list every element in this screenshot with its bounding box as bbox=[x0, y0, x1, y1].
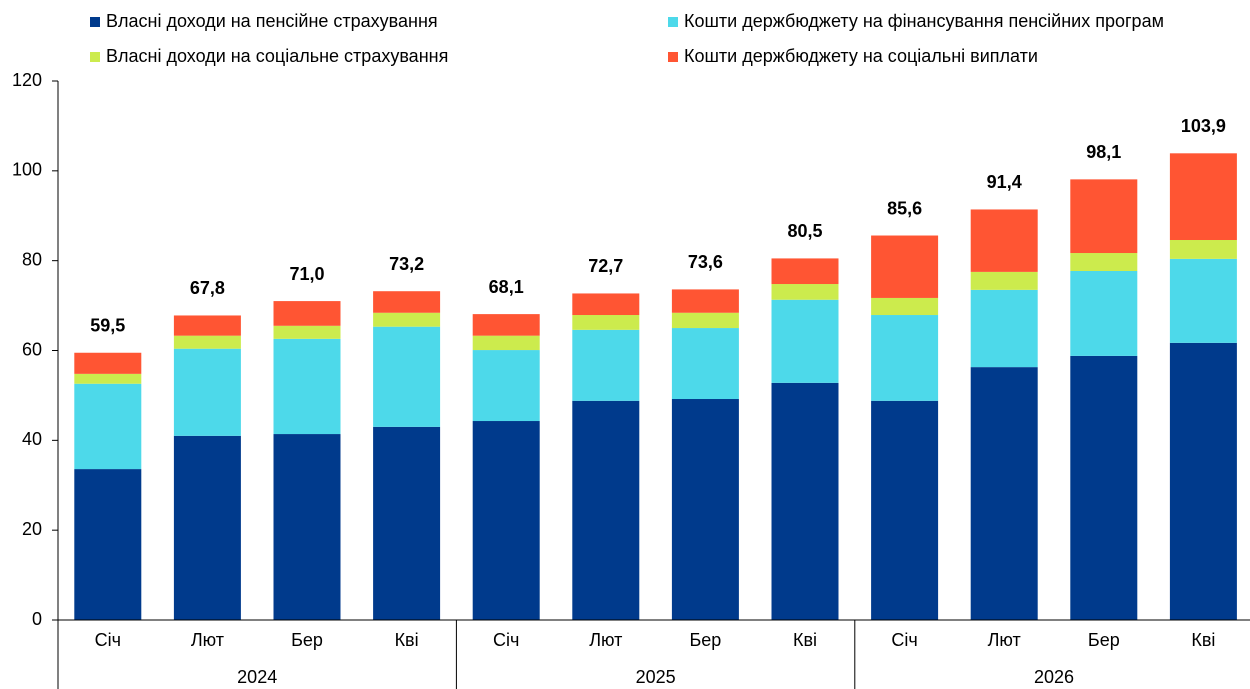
y-tick-label: 40 bbox=[22, 429, 42, 449]
bar-segment bbox=[871, 297, 939, 316]
y-tick-label: 80 bbox=[22, 249, 42, 269]
bar-segment bbox=[373, 326, 441, 427]
bar-segment bbox=[970, 209, 1038, 272]
legend-swatch bbox=[90, 17, 100, 27]
bar-segment bbox=[572, 293, 640, 316]
bar-segment bbox=[472, 421, 540, 620]
legend-label: Власні доходи на пенсійне страхування bbox=[106, 11, 438, 31]
total-label: 73,6 bbox=[688, 252, 723, 272]
total-label: 67,8 bbox=[190, 278, 225, 298]
bar-segment bbox=[1169, 240, 1237, 259]
x-group-label: 2025 bbox=[636, 667, 676, 687]
bar-segment bbox=[74, 352, 142, 374]
x-tick-label: Січ bbox=[891, 630, 917, 650]
x-tick-label: Січ bbox=[493, 630, 519, 650]
bar-segment bbox=[1169, 258, 1237, 343]
bar-segment bbox=[173, 335, 241, 349]
x-group-label: 2024 bbox=[237, 667, 277, 687]
legend-swatch bbox=[668, 17, 678, 27]
total-label: 98,1 bbox=[1086, 142, 1121, 162]
bar-segment bbox=[1070, 270, 1138, 356]
bar-segment bbox=[472, 314, 540, 336]
bar-segment bbox=[1070, 179, 1138, 254]
bar-segment bbox=[771, 258, 839, 285]
x-tick-label: Бер bbox=[689, 630, 721, 650]
total-label: 80,5 bbox=[787, 221, 822, 241]
x-tick-label: Кві bbox=[793, 630, 817, 650]
bar-segment bbox=[671, 289, 739, 313]
x-tick-label: Лют bbox=[589, 630, 622, 650]
bar-segment bbox=[671, 399, 739, 620]
total-label: 68,1 bbox=[489, 277, 524, 297]
bar-segment bbox=[572, 400, 640, 620]
x-tick-label: Лют bbox=[988, 630, 1021, 650]
bar-segment bbox=[273, 338, 341, 435]
bar-segment bbox=[373, 426, 441, 620]
x-tick-label: Лют bbox=[191, 630, 224, 650]
bar-segment bbox=[173, 348, 241, 436]
total-label: 85,6 bbox=[887, 198, 922, 218]
bar-segment bbox=[1169, 342, 1237, 620]
bar-segment bbox=[373, 291, 441, 313]
bar-segment bbox=[671, 312, 739, 329]
bar-segment bbox=[572, 329, 640, 401]
legend-label: Власні доходи на соціальне страхування bbox=[106, 46, 448, 66]
x-tick-label: Кві bbox=[395, 630, 419, 650]
total-label: 91,4 bbox=[987, 172, 1022, 192]
y-tick-label: 20 bbox=[22, 519, 42, 539]
y-tick-label: 60 bbox=[22, 339, 42, 359]
bar-segment bbox=[970, 367, 1038, 620]
legend-label: Кошти держбюджету на соціальні виплати bbox=[684, 46, 1038, 66]
bar-segment bbox=[771, 284, 839, 300]
bar-segment bbox=[871, 235, 939, 298]
legend-label: Кошти держбюджету на фінансування пенсій… bbox=[684, 11, 1164, 31]
bar-segment bbox=[273, 434, 341, 620]
total-label: 59,5 bbox=[90, 315, 125, 335]
bar-segment bbox=[273, 325, 341, 339]
y-tick-label: 0 bbox=[32, 609, 42, 629]
bar-segment bbox=[472, 335, 540, 351]
bar-segment bbox=[74, 373, 142, 384]
bar-segment bbox=[671, 328, 739, 400]
x-group-label: 2026 bbox=[1034, 667, 1074, 687]
bar-segment bbox=[273, 301, 341, 326]
x-tick-label: Січ bbox=[95, 630, 121, 650]
x-tick-label: Бер bbox=[1088, 630, 1120, 650]
bar-segment bbox=[771, 299, 839, 383]
bar-segment bbox=[1169, 153, 1237, 241]
bar-segment bbox=[871, 315, 939, 401]
bar-segment bbox=[1070, 253, 1138, 271]
bar-segment bbox=[173, 435, 241, 620]
total-label: 103,9 bbox=[1181, 116, 1226, 136]
bar-segment bbox=[173, 315, 241, 336]
y-tick-label: 120 bbox=[12, 70, 42, 90]
bar-segment bbox=[74, 469, 142, 620]
bar-segment bbox=[970, 271, 1038, 290]
bar-segment bbox=[1070, 355, 1138, 620]
bar-segment bbox=[373, 312, 441, 327]
bar-segment bbox=[472, 350, 540, 422]
x-tick-label: Кві bbox=[1191, 630, 1215, 650]
bar-segment bbox=[771, 382, 839, 620]
bar-segment bbox=[871, 400, 939, 620]
y-tick-label: 100 bbox=[12, 160, 42, 180]
bar-segment bbox=[970, 289, 1038, 368]
legend-swatch bbox=[668, 52, 678, 62]
bar-segment bbox=[74, 383, 142, 470]
total-label: 72,7 bbox=[588, 256, 623, 276]
legend-swatch bbox=[90, 52, 100, 62]
total-label: 73,2 bbox=[389, 254, 424, 274]
x-tick-label: Бер bbox=[291, 630, 323, 650]
bar-segment bbox=[572, 315, 640, 330]
total-label: 71,0 bbox=[289, 264, 324, 284]
